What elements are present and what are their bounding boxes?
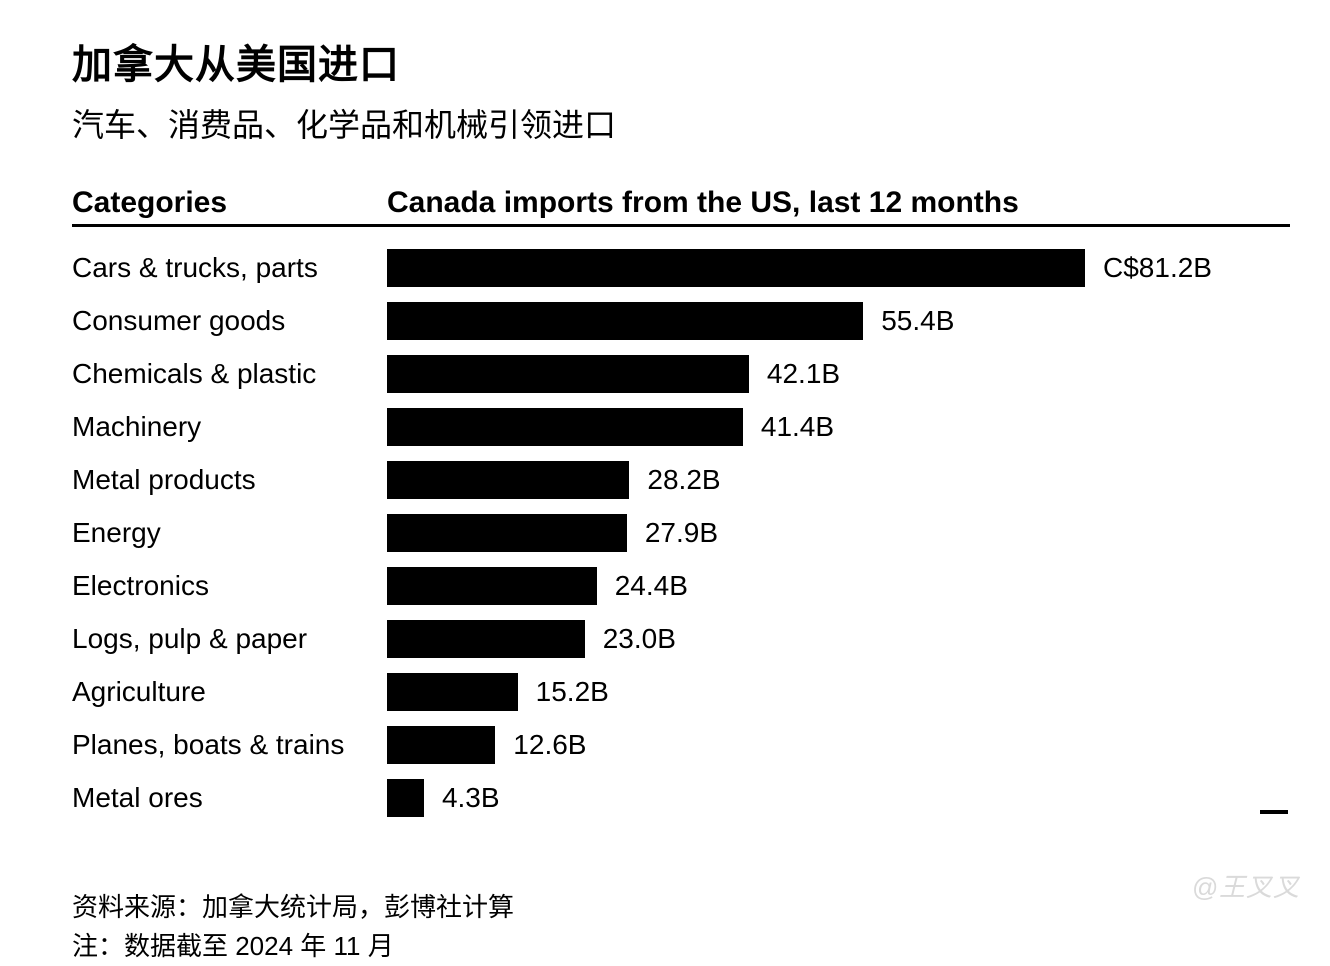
bar-area: 15.2B [387,673,1290,711]
bar-area: 27.9B [387,514,1290,552]
category-label: Agriculture [72,676,387,708]
watermark: @王叉叉 [1192,867,1300,904]
chart-row: Chemicals & plastic 42.1B [72,347,1290,400]
category-label: Consumer goods [72,305,387,337]
bar [387,620,585,658]
chart-row: Metal products 28.2B [72,453,1290,506]
value-label: 24.4B [615,570,688,602]
category-label: Metal ores [72,782,387,814]
value-label: 55.4B [881,305,954,337]
category-label: Energy [72,517,387,549]
chart-rows: Cars & trucks, parts C$81.2B Consumer good… [72,241,1290,824]
value-label: 27.9B [645,517,718,549]
value-label: 23.0B [603,623,676,655]
chart-row: Machinery 41.4B [72,400,1290,453]
bar [387,514,627,552]
bar [387,779,424,817]
bar-area: 23.0B [387,620,1290,658]
chart-row: Planes, boats & trains 12.6B [72,718,1290,771]
bar-area: C$81.2B [387,249,1290,287]
bar-area: 24.4B [387,567,1290,605]
chart-row: Agriculture 15.2B [72,665,1290,718]
chart-row: Electronics 24.4B [72,559,1290,612]
category-label: Logs, pulp & paper [72,623,387,655]
chart-row: Consumer goods 55.4B [72,294,1290,347]
bar [387,461,629,499]
footer-source: 资料来源：加拿大统计局，彭博社计算 [72,888,1290,927]
header-categories-label: Categories [72,186,387,220]
chart-title: 加拿大从美国进口 [72,32,1290,90]
bar [387,302,863,340]
bar-area: 42.1B [387,355,1290,393]
bar [387,355,749,393]
chart-row: Logs, pulp & paper 23.0B [72,612,1290,665]
bar-area: 12.6B [387,726,1290,764]
chart-row: Energy 27.9B [72,506,1290,559]
bar-area: 41.4B [387,408,1290,446]
bar [387,726,495,764]
value-label: 42.1B [767,358,840,390]
category-label: Planes, boats & trains [72,729,387,761]
category-label: Chemicals & plastic [72,358,387,390]
bar-chart: Categories Canada imports from the US, l… [72,186,1290,824]
bar [387,673,518,711]
category-label: Electronics [72,570,387,602]
bar-area: 28.2B [387,461,1290,499]
bar [387,249,1085,287]
bar-area: 55.4B [387,302,1290,340]
value-label: 4.3B [442,782,500,814]
chart-row: Metal ores 4.3B [72,771,1290,824]
category-label: Cars & trucks, parts [72,252,387,284]
header-values-label: Canada imports from the US, last 12 mont… [387,186,1019,220]
chart-row: Cars & trucks, parts C$81.2B [72,241,1290,294]
value-label: 28.2B [647,464,720,496]
footer-note: 注：数据截至 2024 年 11 月 [72,927,1290,966]
value-label: 41.4B [761,411,834,443]
bar-area: 4.3B [387,779,1290,817]
value-label: 15.2B [536,676,609,708]
divider-dash [1260,810,1288,814]
value-label: C$81.2B [1103,252,1212,284]
category-label: Machinery [72,411,387,443]
chart-header-row: Categories Canada imports from the US, l… [72,186,1290,227]
bar [387,567,597,605]
category-label: Metal products [72,464,387,496]
value-label: 12.6B [513,729,586,761]
chart-footer: 资料来源：加拿大统计局，彭博社计算 注：数据截至 2024 年 11 月 [72,888,1290,966]
chart-subtitle: 汽车、消费品、化学品和机械引领进口 [72,100,1290,146]
bar [387,408,743,446]
